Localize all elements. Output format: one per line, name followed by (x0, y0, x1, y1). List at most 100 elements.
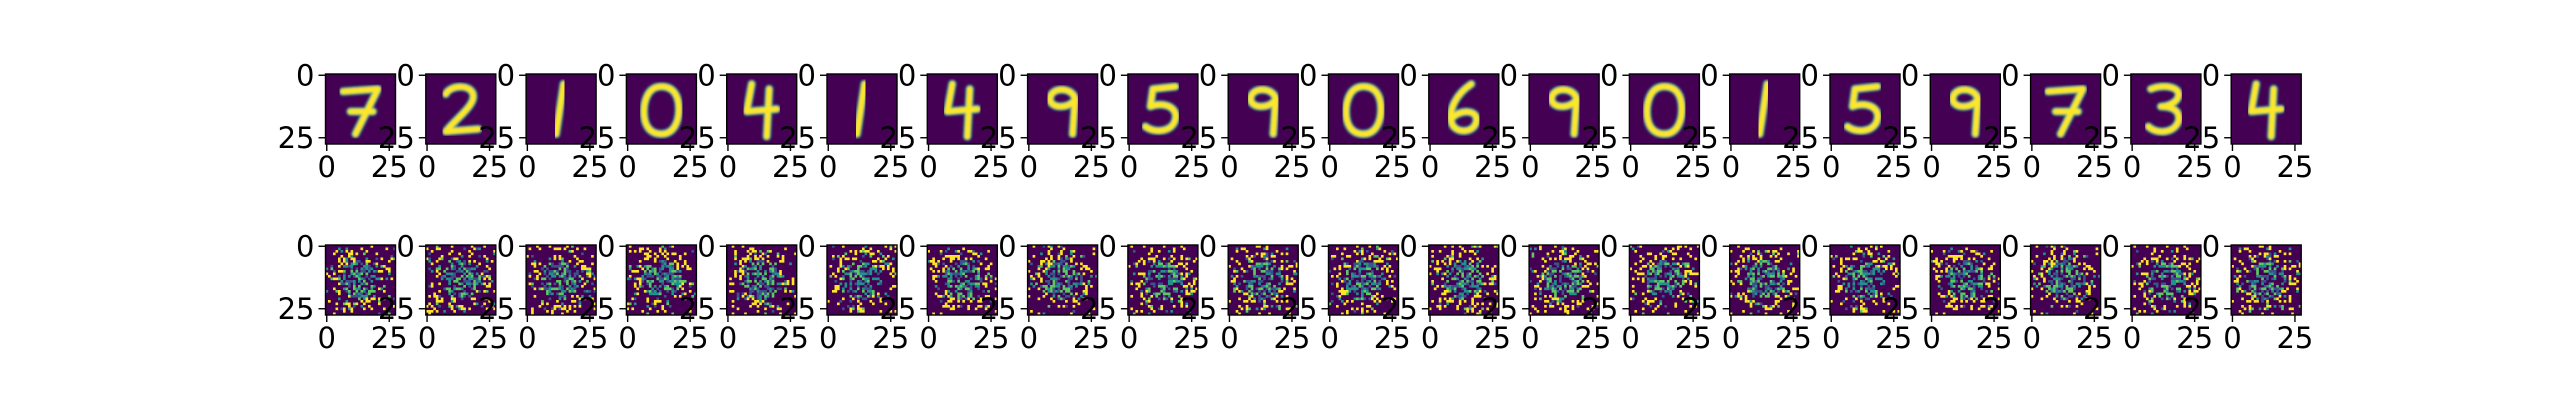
x-tick-label: 0 (1220, 321, 1238, 355)
y-tick-label: 0 (998, 58, 1016, 92)
y-tick-label: 0 (1199, 229, 1217, 263)
y-tick-label: 25 (278, 121, 315, 155)
y-tick-label: 25 (2183, 292, 2220, 326)
axes-0-0 (318, 73, 397, 151)
noise-image-6 (927, 245, 998, 316)
y-tick-label: 25 (1281, 121, 1318, 155)
x-tick-label: 0 (618, 321, 636, 355)
x-tick-label: 25 (2176, 321, 2213, 355)
digit-stroke (1247, 86, 1279, 137)
axes-0-18 (2123, 73, 2202, 151)
y-tick-label: 0 (396, 58, 414, 92)
digit-image-19 (2231, 74, 2302, 144)
x-tick-label: 0 (1922, 150, 1940, 184)
x-tick-label: 25 (1976, 150, 2013, 184)
y-tick-label: 25 (679, 121, 716, 155)
x-tick-label: 25 (2276, 321, 2313, 355)
axes-frame (926, 244, 998, 316)
y-tick-label: 25 (1080, 121, 1117, 155)
x-tick-label: 0 (1120, 150, 1138, 184)
axes-frame (1528, 73, 1600, 145)
x-tick-label: 0 (1621, 150, 1639, 184)
x-tick-label: 0 (318, 150, 336, 184)
x-tick-label: 25 (1474, 321, 1511, 355)
axes-frame (1026, 244, 1099, 316)
y-tick-label: 0 (2101, 58, 2119, 92)
digit-image-17 (2030, 74, 2101, 144)
axes-0-1 (418, 73, 497, 151)
axes-frame (1026, 73, 1099, 145)
y-tick-label: 0 (1801, 229, 1819, 263)
y-tick-label: 0 (2202, 58, 2220, 92)
x-tick-label: 0 (2023, 150, 2041, 184)
y-tick-label: 25 (1180, 292, 1217, 326)
digit-image-10 (1328, 74, 1399, 144)
y-tick-label: 25 (378, 121, 415, 155)
axes-frame (2029, 244, 2102, 316)
x-tick-label: 0 (719, 321, 737, 355)
axes-frame (1528, 244, 1600, 316)
axes-0-8 (1120, 73, 1199, 151)
y-tick-label: 0 (497, 229, 515, 263)
digit-stroke (641, 83, 682, 137)
y-tick-label: 0 (1098, 229, 1116, 263)
y-tick-label: 25 (1782, 121, 1819, 155)
y-tick-label: 25 (1481, 292, 1518, 326)
axes-0-17 (2023, 73, 2102, 151)
noise-image-4 (726, 245, 797, 316)
digit-stroke (340, 86, 381, 137)
y-tick-label: 0 (296, 229, 314, 263)
axes-1-15 (1823, 244, 1901, 322)
noise-image-11 (1428, 245, 1499, 316)
y-tick-label: 25 (1983, 292, 2020, 326)
y-tick-label: 0 (1299, 229, 1317, 263)
digit-stroke (443, 84, 482, 135)
digit-image-2 (526, 74, 597, 144)
axes-frame (2130, 244, 2202, 316)
x-tick-label: 25 (1073, 150, 1110, 184)
y-tick-label: 0 (1500, 229, 1518, 263)
x-tick-label: 0 (518, 321, 536, 355)
y-tick-label: 25 (1782, 292, 1819, 326)
y-tick-label: 25 (478, 121, 515, 155)
y-tick-label: 25 (2083, 292, 2120, 326)
y-tick-label: 25 (1381, 292, 1418, 326)
x-tick-label: 25 (2276, 150, 2313, 184)
x-tick-label: 0 (1421, 321, 1439, 355)
axes-1-5 (820, 244, 898, 322)
x-tick-label: 0 (919, 321, 937, 355)
axes-1-4 (719, 244, 798, 322)
axes-frame (1628, 244, 1701, 316)
x-tick-label: 25 (1273, 150, 1310, 184)
y-tick-label: 25 (1281, 292, 1318, 326)
y-tick-label: 25 (2183, 121, 2220, 155)
axes-frame (324, 244, 397, 316)
axes-1-0 (318, 244, 397, 322)
digit-stroke (2145, 83, 2182, 135)
x-tick-label: 25 (371, 321, 408, 355)
axes-frame (525, 244, 597, 316)
x-tick-label: 25 (772, 321, 809, 355)
axes-frame (2130, 73, 2202, 145)
y-tick-label: 25 (980, 121, 1017, 155)
axes-1-3 (619, 244, 698, 322)
digit-image-15 (1830, 74, 1900, 144)
axes-frame (1929, 244, 2002, 316)
